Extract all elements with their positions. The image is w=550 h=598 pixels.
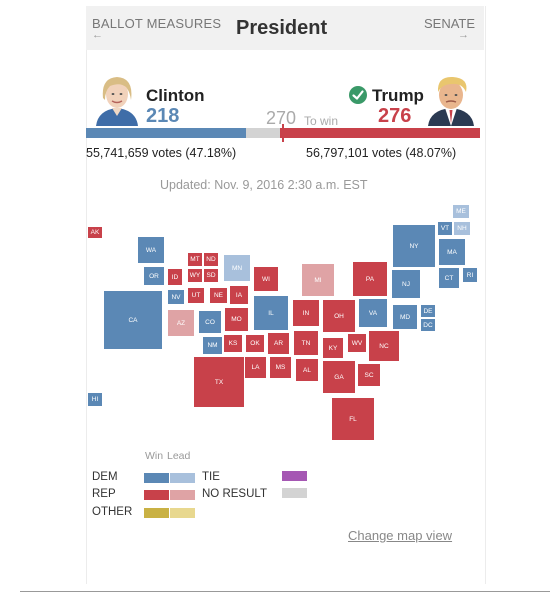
state-tile-me[interactable]: ME <box>453 205 469 218</box>
clinton-electoral-votes: 218 <box>146 105 180 127</box>
legend-no-result-swatch <box>282 488 307 498</box>
state-tile-ny[interactable]: NY <box>393 225 435 267</box>
state-tile-az[interactable]: AZ <box>168 310 194 336</box>
legend-other-lead-swatch <box>170 508 195 518</box>
state-tile-sc[interactable]: SC <box>358 364 380 386</box>
bottom-divider <box>20 591 550 592</box>
state-tile-ut[interactable]: UT <box>188 288 204 303</box>
state-tile-md[interactable]: MD <box>393 305 417 329</box>
top-nav <box>86 6 484 50</box>
state-tile-ms[interactable]: MS <box>270 357 291 378</box>
state-tile-sd[interactable]: SD <box>204 269 218 282</box>
state-tile-mo[interactable]: MO <box>225 308 248 331</box>
state-tile-nj[interactable]: NJ <box>392 270 420 298</box>
state-tile-ky[interactable]: KY <box>323 338 343 358</box>
legend-rep-win-swatch <box>144 490 169 500</box>
state-tile-ri[interactable]: RI <box>463 268 477 282</box>
state-tile-ca[interactable]: CA <box>104 291 162 349</box>
trump-electoral-votes: 276 <box>378 105 412 127</box>
state-tile-tn[interactable]: TN <box>294 331 318 355</box>
legend-win-label: Win <box>145 450 164 462</box>
state-tile-co[interactable]: CO <box>199 311 221 333</box>
state-tile-nh[interactable]: NH <box>454 222 470 235</box>
state-tile-de[interactable]: DE <box>421 305 435 317</box>
electoral-bar-remaining <box>246 128 280 138</box>
state-tile-va[interactable]: VA <box>359 299 387 327</box>
state-tile-ks[interactable]: KS <box>224 335 242 352</box>
state-tile-mi[interactable]: MI <box>302 264 334 296</box>
state-tile-vt[interactable]: VT <box>438 222 452 235</box>
state-tile-al[interactable]: AL <box>296 359 318 381</box>
electoral-bar-dem <box>86 128 246 138</box>
state-tile-ma[interactable]: MA <box>439 239 465 265</box>
state-tile-il[interactable]: IL <box>254 296 288 330</box>
trump-name: Trump <box>372 86 424 105</box>
arrow-right-icon[interactable]: → <box>458 29 469 41</box>
clinton-popular-votes: 55,741,659 votes (47.18%) <box>86 146 237 160</box>
state-tile-ne[interactable]: NE <box>210 288 227 303</box>
state-tile-id[interactable]: ID <box>168 269 182 285</box>
legend-rep-lead-swatch <box>170 490 195 500</box>
legend-dem-label: DEM <box>92 471 118 483</box>
state-tile-nm[interactable]: NM <box>203 337 222 354</box>
clinton-avatar <box>90 70 144 126</box>
ballot-measures-link[interactable]: BALLOT MEASURES <box>92 16 222 31</box>
state-tile-ar[interactable]: AR <box>268 333 289 354</box>
state-tile-la[interactable]: LA <box>245 357 266 378</box>
state-tile-wv[interactable]: WV <box>348 334 366 352</box>
state-tile-ga[interactable]: GA <box>323 361 355 393</box>
state-tile-dc[interactable]: DC <box>421 319 435 331</box>
state-tile-nv[interactable]: NV <box>168 290 184 304</box>
state-tile-ok[interactable]: OK <box>246 335 264 352</box>
senate-link[interactable]: SENATE <box>424 16 476 31</box>
change-map-view-link[interactable]: Change map view <box>348 528 453 543</box>
trump-avatar <box>424 70 478 126</box>
state-tile-fl[interactable]: FL <box>332 398 374 440</box>
to-win-label: To win <box>304 114 339 128</box>
state-tile-ia[interactable]: IA <box>230 286 248 304</box>
legend-dem-win-swatch <box>144 473 169 483</box>
legend-other-label: OTHER <box>92 506 133 518</box>
legend-no-result-label: NO RESULT <box>202 488 267 500</box>
check-circle-icon <box>349 86 367 104</box>
electoral-bar-rep <box>280 128 480 138</box>
legend-other-win-swatch <box>144 508 169 518</box>
state-tile-hi[interactable]: HI <box>88 393 102 406</box>
threshold-marker <box>282 124 284 142</box>
to-win-number: 270 <box>266 108 297 128</box>
clinton-name: Clinton <box>146 86 205 105</box>
state-tile-ak[interactable]: AK <box>88 227 102 238</box>
state-tile-wi[interactable]: WI <box>254 267 278 291</box>
state-tile-pa[interactable]: PA <box>353 262 387 296</box>
state-tile-mn[interactable]: MN <box>224 255 250 281</box>
arrow-left-icon[interactable]: ← <box>92 29 103 41</box>
state-tile-wa[interactable]: WA <box>138 237 164 263</box>
legend-tie-swatch <box>282 471 307 481</box>
state-tile-nd[interactable]: ND <box>204 253 218 266</box>
updated-timestamp: Updated: Nov. 9, 2016 2:30 a.m. EST <box>160 178 368 192</box>
trump-popular-votes: 56,797,101 votes (48.07%) <box>306 146 457 160</box>
state-tile-in[interactable]: IN <box>293 300 319 326</box>
legend-rep-label: REP <box>92 488 116 500</box>
state-tile-nc[interactable]: NC <box>369 331 399 361</box>
state-tile-ct[interactable]: CT <box>439 268 459 288</box>
state-tile-mt[interactable]: MT <box>188 253 202 266</box>
legend-tie-label: TIE <box>202 471 220 483</box>
state-tile-oh[interactable]: OH <box>323 300 355 332</box>
legend-lead-label: Lead <box>167 450 191 462</box>
state-tile-or[interactable]: OR <box>144 267 164 285</box>
state-tile-wy[interactable]: WY <box>188 269 202 282</box>
page-title: President <box>236 17 328 39</box>
legend-dem-lead-swatch <box>170 473 195 483</box>
state-tile-tx[interactable]: TX <box>194 357 244 407</box>
